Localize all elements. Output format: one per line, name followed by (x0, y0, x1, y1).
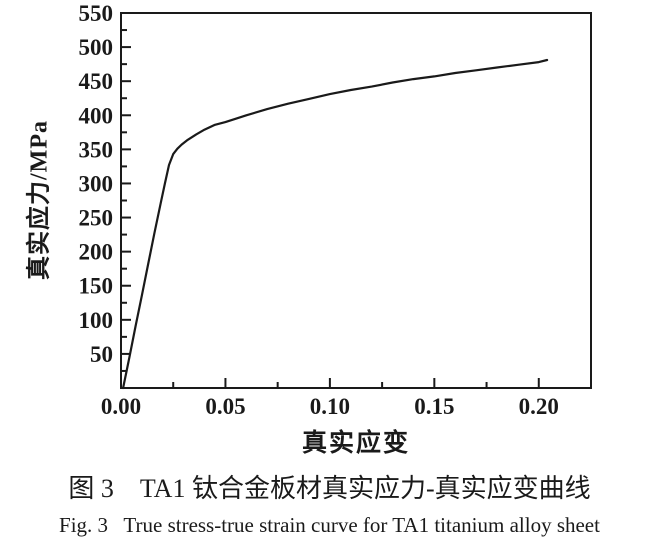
y-tick-label: 200 (79, 240, 114, 265)
figure-caption-english: Fig. 3 True stress-true strain curve for… (59, 513, 600, 537)
y-axis-label: 真实应力/MPa (26, 120, 53, 280)
y-tick-label: 400 (79, 103, 114, 128)
x-tick-label: 0.15 (414, 394, 454, 419)
y-tick-label: 250 (79, 206, 114, 231)
y-tick-label: 150 (79, 274, 114, 299)
y-tick-label: 100 (79, 308, 114, 333)
axis-ticks (120, 12, 540, 389)
axis-tick-labels: 0.00 0.05 0.10 0.15 0.20 50 100 150 200 250 300 350… (79, 1, 559, 419)
y-tick-label: 500 (79, 35, 114, 60)
y-tick-label: 450 (79, 69, 114, 94)
stress-strain-curve (121, 58, 549, 390)
x-tick-label: 0.05 (205, 394, 245, 419)
y-tick-label: 550 (79, 1, 114, 26)
x-tick-label: 0.20 (519, 394, 559, 419)
figure-caption-chinese: 图 3 TA1 钛合金板材真实应力-真实应变曲线 (68, 474, 591, 503)
x-tick-label: 0.10 (310, 394, 350, 419)
x-axis-label: 真实应变 (301, 430, 411, 457)
plot-frame (120, 12, 592, 389)
stress-strain-chart: 0.00 0.05 0.10 0.15 0.20 50 100 150 200 250 300 350… (79, 1, 592, 419)
x-tick-label: 0.00 (101, 394, 141, 419)
y-tick-label: 350 (79, 137, 114, 162)
y-tick-label: 300 (79, 171, 114, 196)
y-tick-label: 50 (90, 342, 113, 367)
